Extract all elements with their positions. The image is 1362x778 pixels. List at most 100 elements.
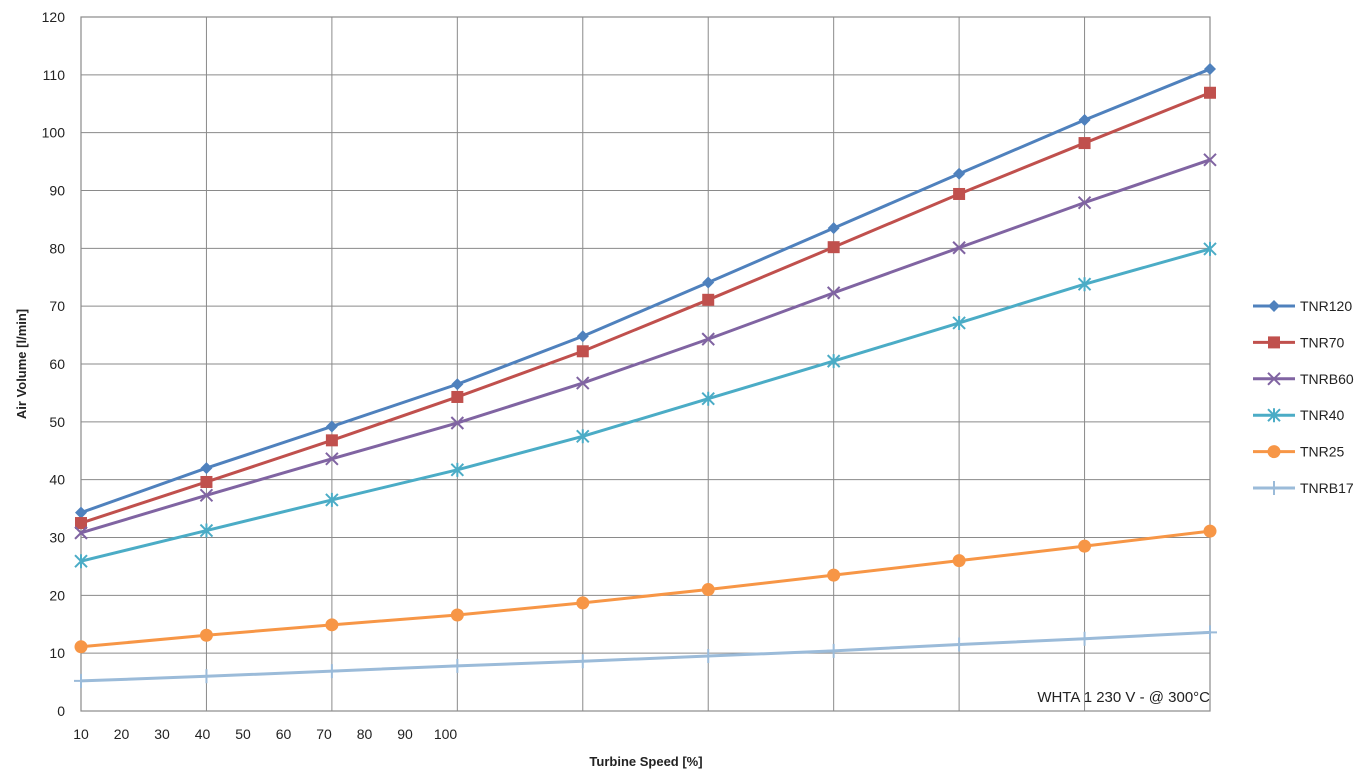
data-point xyxy=(952,637,967,652)
data-point xyxy=(701,332,715,346)
data-point xyxy=(74,640,88,654)
data-point xyxy=(953,187,966,200)
y-axis-ticks: 0 10 20 30 40 50 60 70 80 90 100 110 120 xyxy=(42,9,66,719)
y-tick-label: 80 xyxy=(49,240,65,256)
data-point xyxy=(1203,153,1217,167)
data-point xyxy=(325,434,338,447)
legend-item: TNR70 xyxy=(1253,334,1345,350)
x-tick-label: 100 xyxy=(434,726,458,742)
data-point xyxy=(450,608,464,622)
data-point xyxy=(702,293,715,306)
x-axis-ticks: 10 20 30 40 50 60 70 80 90 100 xyxy=(73,726,457,742)
series-tnrb17 xyxy=(74,625,1217,688)
x-tick-label: 50 xyxy=(235,726,251,742)
data-point xyxy=(1078,137,1091,150)
data-point xyxy=(199,488,214,502)
data-point xyxy=(576,330,589,343)
data-point xyxy=(827,241,840,254)
data-point xyxy=(325,492,339,507)
y-tick-label: 70 xyxy=(49,298,65,314)
x-tick-label: 70 xyxy=(316,726,332,742)
data-point xyxy=(1203,524,1217,538)
legend-label: TNR25 xyxy=(1300,444,1345,460)
legend-swatch-marker xyxy=(1268,336,1280,349)
data-point xyxy=(450,416,465,430)
legend-item: TNRB17 xyxy=(1253,480,1354,496)
legend-item: TNR40 xyxy=(1253,407,1345,423)
data-point xyxy=(200,475,213,488)
y-tick-label: 60 xyxy=(49,356,65,372)
data-point xyxy=(702,276,715,289)
legend-swatch-marker xyxy=(1267,408,1281,423)
x-axis-title: Turbine Speed [%] xyxy=(589,754,702,769)
data-point xyxy=(1077,195,1092,210)
data-point xyxy=(1204,63,1216,76)
legend-label: TNRB60 xyxy=(1300,371,1354,387)
y-tick-label: 110 xyxy=(43,67,66,83)
y-tick-label: 100 xyxy=(42,125,66,141)
y-tick-label: 90 xyxy=(49,183,65,199)
x-tick-label: 30 xyxy=(154,726,170,742)
data-point xyxy=(826,643,841,658)
data-point xyxy=(1078,113,1091,126)
x-tick-label: 90 xyxy=(397,726,413,742)
data-point xyxy=(701,583,715,597)
x-tick-label: 40 xyxy=(195,726,211,742)
data-point xyxy=(199,628,213,642)
data-point xyxy=(826,286,841,300)
chart-grid xyxy=(80,16,1211,712)
x-tick-label: 80 xyxy=(357,726,373,742)
legend-label: TNR70 xyxy=(1300,334,1345,350)
data-point xyxy=(74,526,88,540)
data-point xyxy=(451,390,464,403)
data-point xyxy=(827,222,840,235)
data-point xyxy=(952,315,966,330)
data-point xyxy=(701,391,715,406)
legend-item: TNRB60 xyxy=(1253,371,1354,387)
data-point xyxy=(1077,277,1092,292)
data-point xyxy=(953,167,966,180)
data-point xyxy=(450,658,465,673)
data-point xyxy=(199,669,214,684)
data-point xyxy=(952,241,966,255)
x-tick-label: 20 xyxy=(114,726,130,742)
legend-swatch-marker xyxy=(1268,300,1280,312)
data-point xyxy=(75,506,87,519)
data-point xyxy=(701,649,716,664)
data-point xyxy=(325,420,338,433)
chart-annotation: WHTA 1 230 V - @ 300°C xyxy=(1037,689,1210,706)
series-line xyxy=(80,529,1211,649)
data-point xyxy=(826,354,841,369)
y-tick-label: 50 xyxy=(49,414,65,430)
y-tick-label: 20 xyxy=(49,587,65,603)
data-point xyxy=(575,654,590,669)
y-tick-label: 30 xyxy=(49,530,65,546)
data-point xyxy=(324,664,339,679)
legend-swatch-marker xyxy=(1267,445,1281,459)
series-tnr70 xyxy=(75,86,1216,530)
data-point xyxy=(952,554,966,568)
legend-swatch-marker xyxy=(1267,481,1281,495)
legend-item: TNR120 xyxy=(1253,298,1352,314)
legend-label: TNRB17 xyxy=(1300,480,1354,496)
data-point xyxy=(1077,631,1092,646)
legend-label: TNR120 xyxy=(1300,298,1352,314)
x-tick-label: 60 xyxy=(276,726,292,742)
data-point xyxy=(576,376,590,390)
data-point xyxy=(325,618,339,632)
y-tick-label: 120 xyxy=(42,9,66,25)
data-point xyxy=(576,345,589,358)
data-point xyxy=(199,523,214,538)
data-point xyxy=(1078,539,1092,553)
series-line xyxy=(80,630,1211,683)
legend-label: TNR40 xyxy=(1300,407,1345,423)
series-layer xyxy=(74,63,1217,688)
series-tnrb60 xyxy=(74,153,1217,540)
data-point xyxy=(200,462,213,475)
series-tnr40 xyxy=(74,241,1217,569)
y-tick-label: 0 xyxy=(57,703,65,719)
x-tick-label: 10 xyxy=(73,726,89,742)
data-point xyxy=(74,554,88,569)
data-point xyxy=(325,452,339,466)
